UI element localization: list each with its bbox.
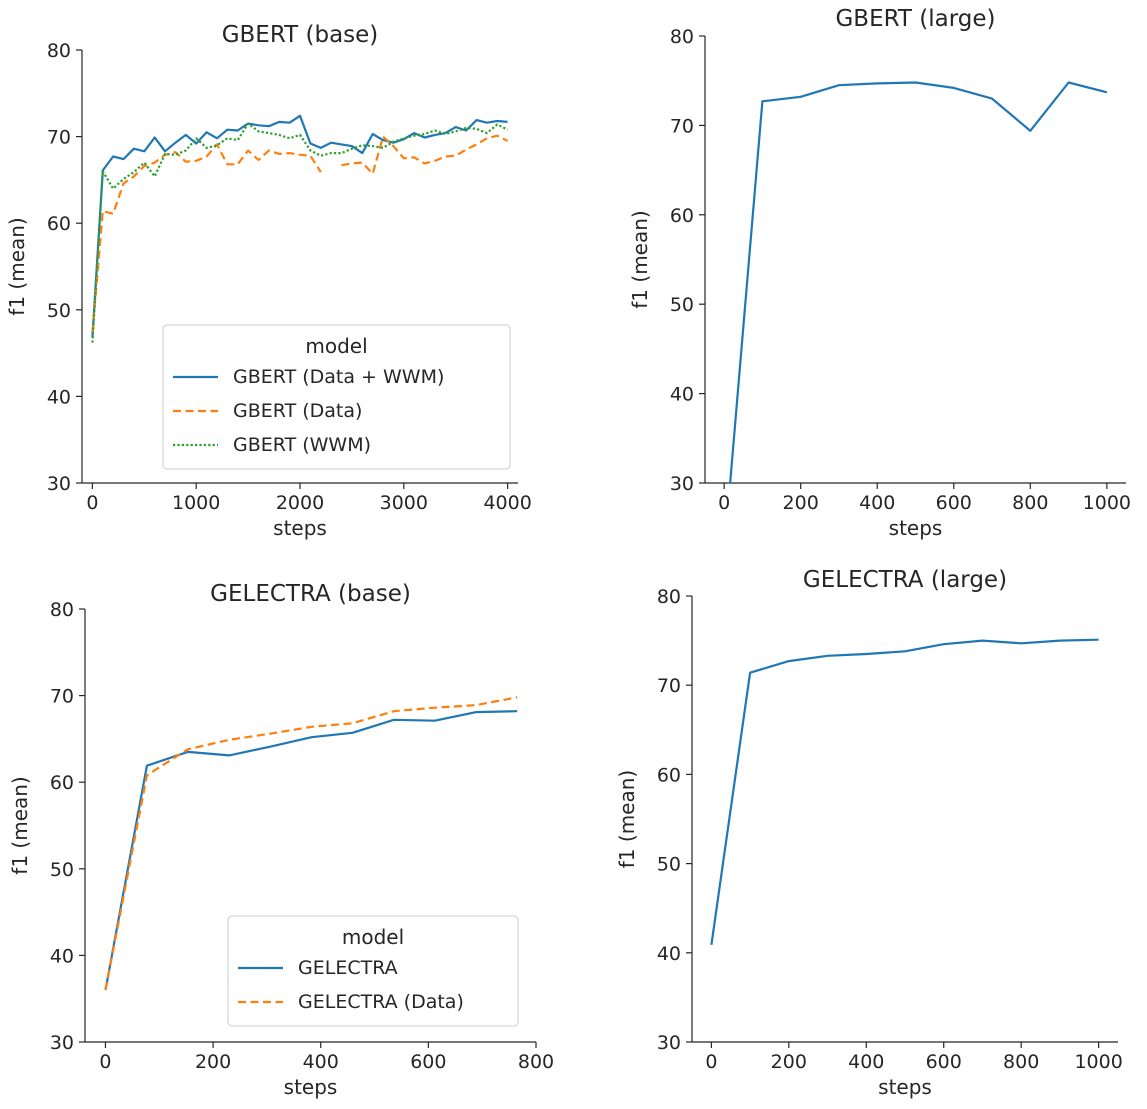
y-tick-label: 60	[670, 205, 694, 227]
x-tick-label: 4000	[483, 492, 531, 514]
y-tick-label: 30	[657, 1032, 681, 1054]
y-tick-label: 50	[670, 294, 694, 316]
legend: model GELECTRA GELECTRA (Data)	[227, 915, 519, 1027]
x-tick-label: 800	[1012, 492, 1048, 514]
x-tick-label: 0	[86, 492, 98, 514]
y-tick-label: 70	[670, 115, 694, 137]
y-tick-label: 40	[47, 386, 71, 408]
series-line-1	[104, 710, 518, 991]
legend: model GBERT (Data + WWM) GBERT (Data) GBERT…	[162, 324, 511, 470]
x-tick-label: 0	[718, 492, 730, 514]
y-tick-label: 70	[47, 127, 71, 149]
y-tick-label: 30	[47, 473, 71, 495]
legend-entry: GBERT (Data + WWM)	[233, 366, 444, 388]
y-tick-label: 80	[50, 599, 74, 621]
chart-title: GELECTRA (base)	[210, 581, 411, 607]
x-axis-label: steps	[889, 516, 943, 540]
series-line-1	[91, 114, 508, 338]
x-tick-label: 200	[195, 1051, 231, 1073]
y-tick-label: 40	[657, 943, 681, 965]
x-tick-label: 600	[936, 492, 972, 514]
x-axis-label: steps	[878, 1075, 932, 1099]
chart-title: GBERT (large)	[835, 6, 995, 32]
x-tick-label: 0	[99, 1051, 111, 1073]
series-line-2	[91, 134, 509, 334]
legend-entry: GBERT (WWM)	[233, 434, 371, 456]
chart-panel-1: GBERT (base) 30 40 50 60 70 80 0 1000 2000 3000 400…	[5, 22, 532, 540]
y-tick-label: 30	[670, 473, 694, 495]
x-tick-label: 400	[303, 1051, 339, 1073]
y-tick-label: 30	[50, 1032, 74, 1054]
y-axis-label: f1 (mean)	[628, 210, 652, 308]
x-tick-label: 2000	[276, 492, 324, 514]
y-tick-label: 60	[657, 764, 681, 786]
x-axis-label: steps	[284, 1075, 338, 1099]
y-tick-label: 60	[47, 213, 71, 235]
series-line-2	[104, 696, 518, 991]
x-tick-label: 600	[926, 1051, 962, 1073]
chart-title: GBERT (base)	[222, 22, 379, 48]
y-tick-label: 70	[50, 686, 74, 708]
x-tick-label: 1000	[172, 492, 220, 514]
y-tick-label: 80	[657, 586, 681, 608]
x-tick-label: 200	[783, 492, 819, 514]
y-axis-label: f1 (mean)	[8, 776, 32, 874]
x-tick-label: 200	[771, 1051, 807, 1073]
x-tick-label: 0	[705, 1051, 717, 1073]
y-axis-label: f1 (mean)	[5, 217, 29, 315]
x-tick-label: 800	[518, 1051, 554, 1073]
y-tick-label: 50	[50, 859, 74, 881]
series-line-1	[710, 638, 1099, 945]
y-tick-label: 40	[670, 384, 694, 406]
x-tick-label: 400	[859, 492, 895, 514]
legend-frame	[227, 915, 519, 1027]
series-line-3	[91, 122, 509, 343]
legend-title: model	[342, 925, 404, 949]
x-tick-label: 800	[1003, 1051, 1039, 1073]
legend-frame	[162, 324, 511, 470]
y-tick-label: 60	[50, 772, 74, 794]
y-tick-label: 80	[47, 40, 71, 62]
y-tick-label: 50	[47, 300, 71, 322]
y-axis-label: f1 (mean)	[615, 770, 639, 868]
x-tick-label: 1000	[1083, 492, 1131, 514]
x-tick-label: 400	[848, 1051, 884, 1073]
x-tick-label: 600	[410, 1051, 446, 1073]
y-tick-label: 80	[670, 26, 694, 48]
y-tick-label: 40	[50, 945, 74, 967]
chart-title: GELECTRA (large)	[803, 567, 1007, 593]
legend-entry: GELECTRA	[298, 957, 398, 979]
y-tick-label: 50	[657, 854, 681, 876]
x-axis-label: steps	[273, 516, 327, 540]
series-line-1	[729, 81, 1108, 483]
legend-entry: GELECTRA (Data)	[298, 991, 464, 1013]
x-tick-label: 3000	[380, 492, 428, 514]
y-tick-label: 70	[657, 675, 681, 697]
legend-entry: GBERT (Data)	[233, 400, 362, 422]
legend-title: model	[305, 334, 367, 358]
x-tick-label: 1000	[1074, 1051, 1122, 1073]
